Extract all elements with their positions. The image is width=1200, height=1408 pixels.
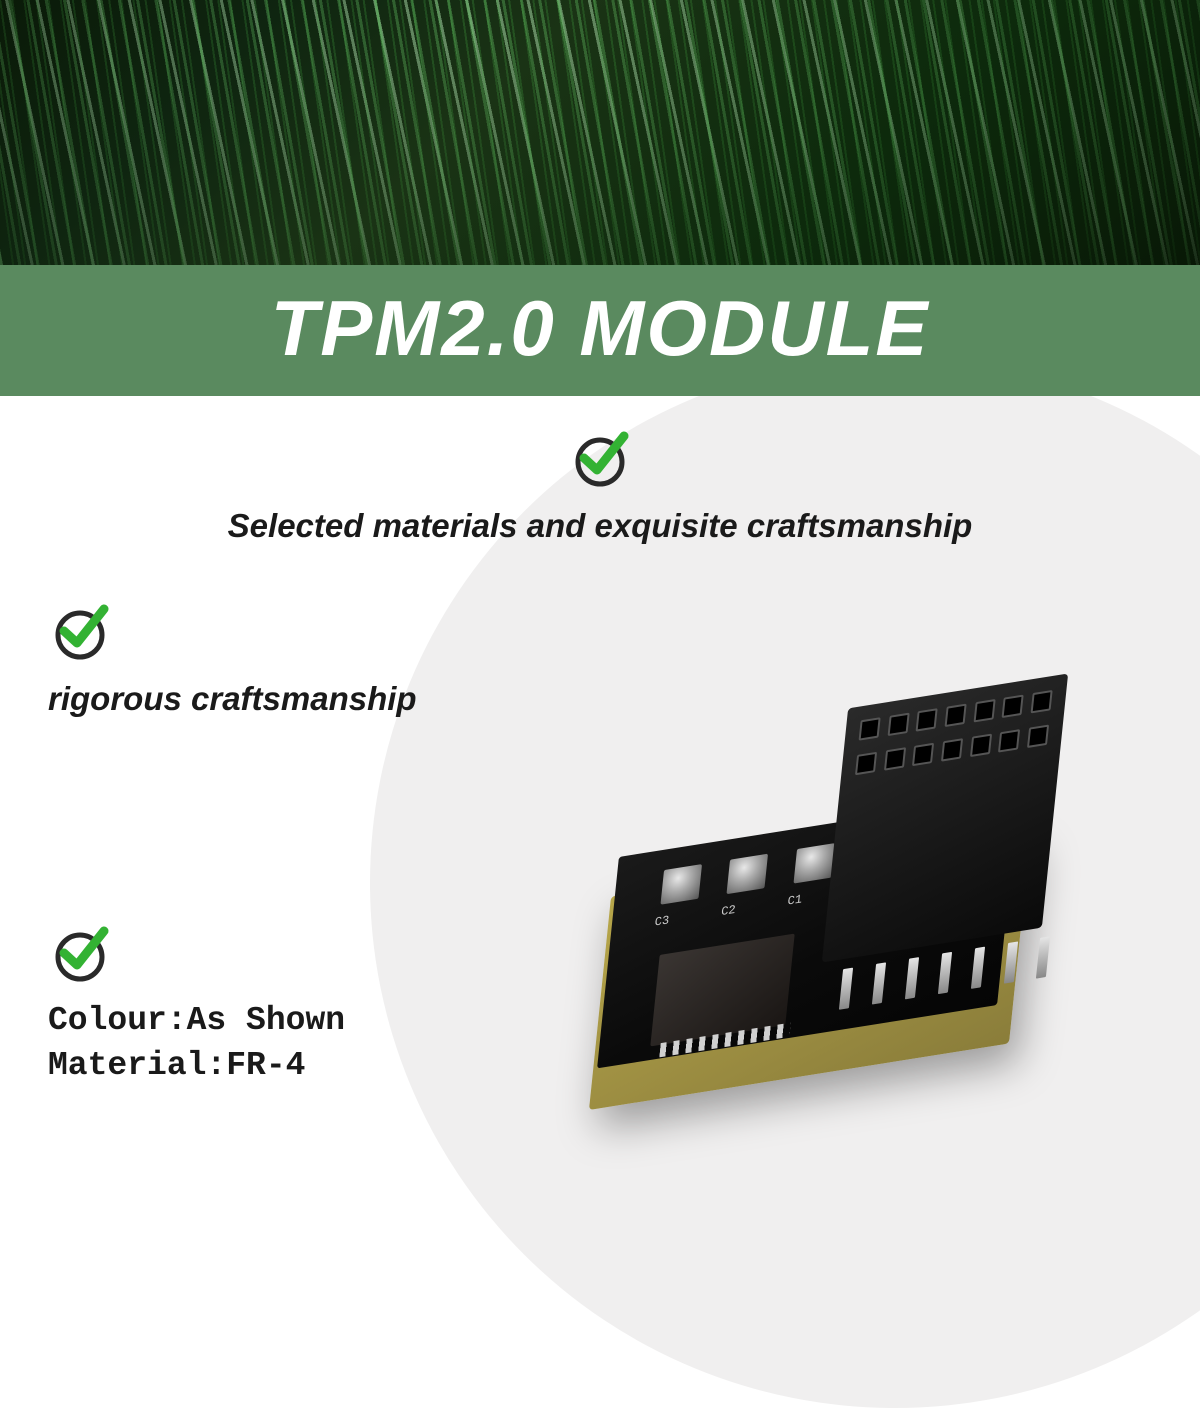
check-icon (568, 426, 632, 490)
cap-label: C2 (720, 903, 736, 920)
product-illustration: C3 C2 C1 (550, 665, 1110, 1095)
capacitor: C1 (793, 843, 835, 884)
pin-header-connector (822, 673, 1068, 962)
decorative-banner (0, 0, 1200, 265)
cap-label: C1 (787, 892, 803, 909)
colour-value: As Shown (187, 1002, 345, 1039)
feature-text-2: rigorous craftsmanship (48, 677, 417, 722)
feature-text-1: Selected materials and exquisite craftsm… (228, 504, 973, 549)
colour-label: Colour: (48, 1002, 187, 1039)
spec-text: Colour:As Shown Material:FR-4 (48, 999, 345, 1088)
cap-label: C3 (654, 913, 670, 930)
page-title: TPM2.0 MODULE (0, 283, 1200, 374)
title-bar: TPM2.0 MODULE (0, 265, 1200, 396)
capacitor: C2 (727, 854, 769, 895)
check-icon (48, 599, 112, 663)
capacitor: C3 (660, 864, 702, 905)
material-value: FR-4 (226, 1047, 305, 1084)
material-label: Material: (48, 1047, 226, 1084)
feature-item-1: Selected materials and exquisite craftsm… (40, 426, 1160, 549)
check-icon (48, 921, 112, 985)
